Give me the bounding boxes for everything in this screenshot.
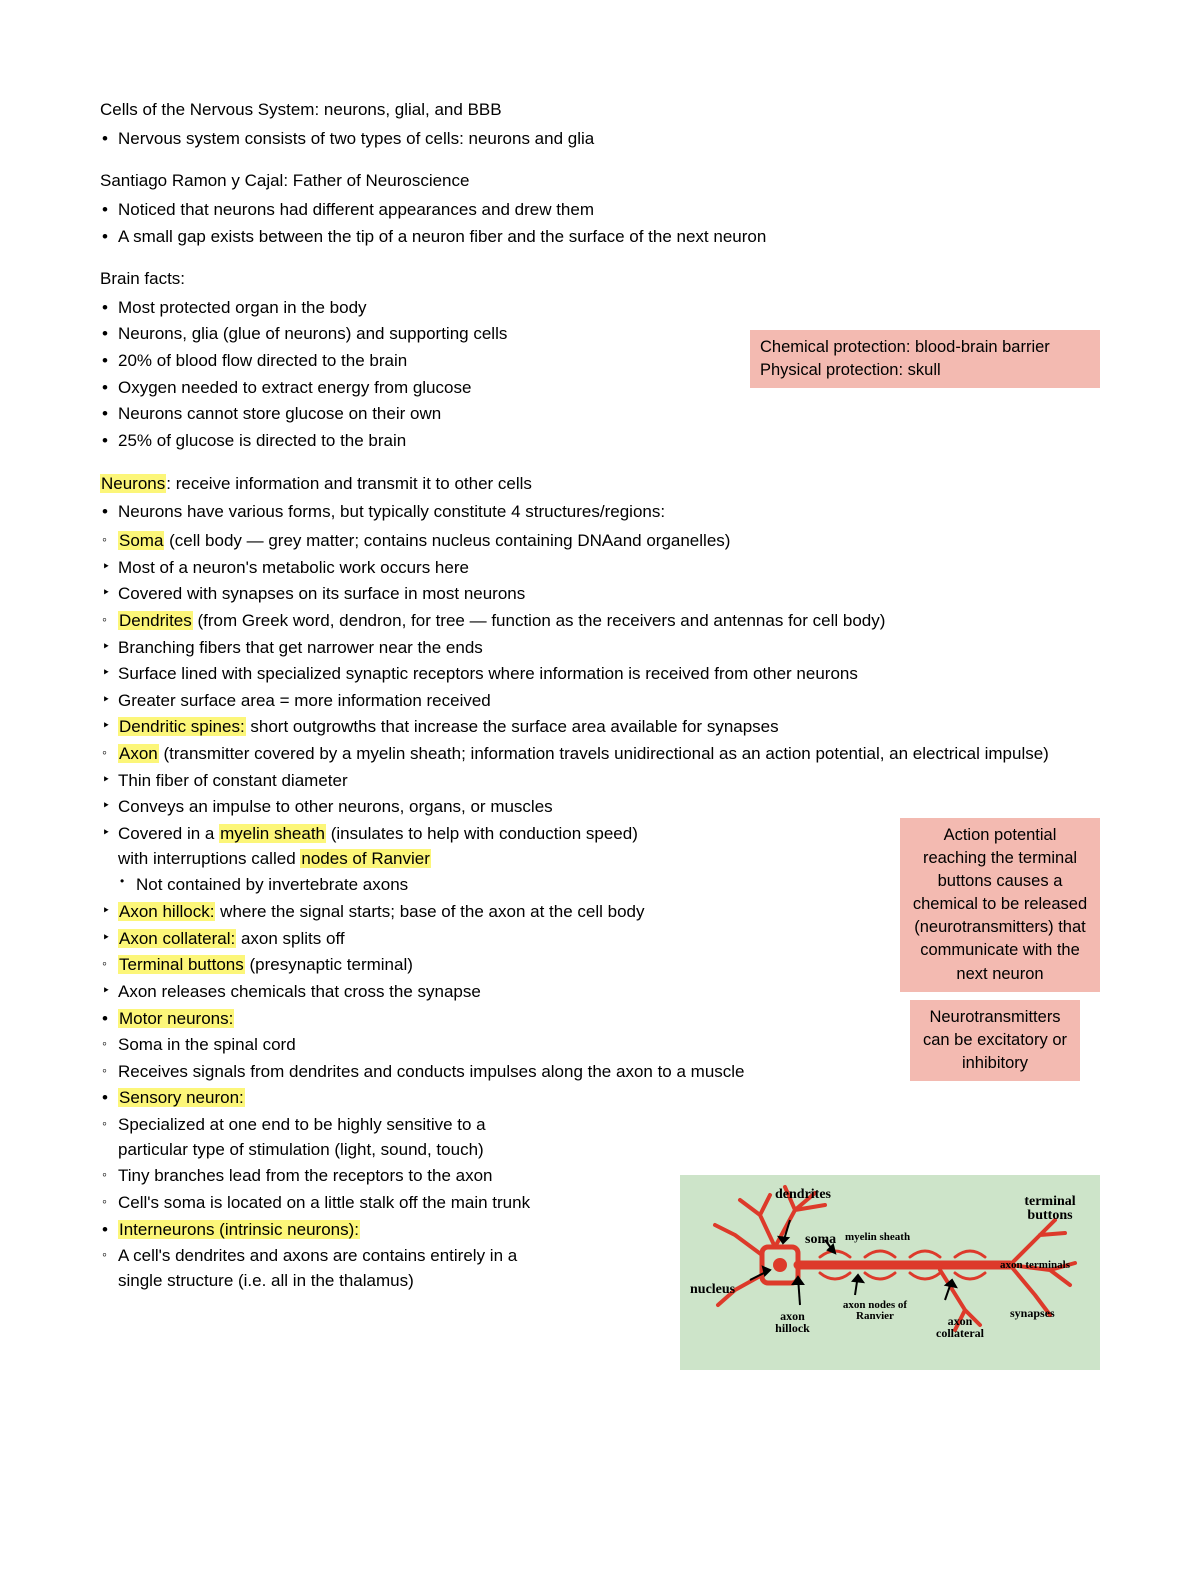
bullet-text: A cell's dendrites and axons are contain… xyxy=(100,1244,560,1293)
bullet-text: Axon (transmitter covered by a myelin sh… xyxy=(100,742,1100,767)
diagram-label: nucleus xyxy=(690,1280,735,1300)
bullet-text: Axon releases chemicals that cross the s… xyxy=(100,980,1100,1005)
diagram-label: synapses xyxy=(1010,1305,1055,1322)
diagram-label: axon hillock xyxy=(765,1310,820,1334)
bullet-text: Specialized at one end to be highly sens… xyxy=(100,1113,560,1162)
bullet-text: Soma in the spinal cord xyxy=(100,1033,1100,1058)
diagram-label: axon nodes of Ranvier xyxy=(830,1300,920,1322)
bullet-text: Interneurons (intrinsic neurons): xyxy=(100,1218,1100,1243)
bullet-text: Not contained by invertebrate axons xyxy=(118,873,660,898)
highlight-term: Interneurons (intrinsic neurons): xyxy=(118,1220,360,1239)
bullet-text: Receives signals from dendrites and cond… xyxy=(100,1060,1100,1085)
bullet-text: Neurons, glia (glue of neurons) and supp… xyxy=(100,322,1100,347)
diagram-label: dendrites xyxy=(775,1185,831,1205)
bullet-text: Conveys an impulse to other neurons, org… xyxy=(100,795,660,820)
diagram-label: axon terminals xyxy=(1000,1258,1070,1273)
highlight-term: Axon hillock: xyxy=(118,902,215,921)
text: (from Greek word, dendron, for tree — fu… xyxy=(193,611,886,630)
bullet-text: Branching fibers that get narrower near … xyxy=(100,636,1100,661)
bullet-text: Dendrites (from Greek word, dendron, for… xyxy=(100,609,1100,634)
bullet-text: Nervous system consists of two types of … xyxy=(100,127,1100,152)
bullet-text: Sensory neuron: xyxy=(100,1086,1100,1111)
text: Covered in a xyxy=(118,824,219,843)
section-heading: Santiago Ramon y Cajal: Father of Neuros… xyxy=(100,169,1100,194)
bullet-text: Covered in a myelin sheath (insulates to… xyxy=(100,822,660,898)
diagram-label: axon collateral xyxy=(925,1315,995,1339)
bullet-text: Most protected organ in the body xyxy=(100,296,1100,321)
bullet-text: 20% of blood flow directed to the brain xyxy=(100,349,1100,374)
text: where the signal starts; base of the axo… xyxy=(215,902,644,921)
bullet-text: Surface lined with specialized synaptic … xyxy=(100,662,1100,687)
bullet-text: Cell's soma is located on a little stalk… xyxy=(100,1191,560,1216)
highlight-term: nodes of Ranvier xyxy=(300,849,431,868)
neuron-diagram: dendrites terminal buttons soma myelin s… xyxy=(680,1175,1100,1370)
bullet-text: Oxygen needed to extract energy from glu… xyxy=(100,376,1100,401)
document-page: Cells of the Nervous System: neurons, gl… xyxy=(0,0,1200,1570)
text: (cell body — grey matter; contains nucle… xyxy=(164,531,730,550)
text: short outgrowths that increase the surfa… xyxy=(246,717,779,736)
highlight-term: Axon xyxy=(118,744,159,763)
bullet-text: A small gap exists between the tip of a … xyxy=(100,225,1100,250)
bullet-text: Axon hillock: where the signal starts; b… xyxy=(100,900,660,925)
bullet-text: 25% of glucose is directed to the brain xyxy=(100,429,1100,454)
bullet-text: Terminal buttons (presynaptic terminal) xyxy=(100,953,1100,978)
bullet-text: Thin fiber of constant diameter xyxy=(100,769,660,794)
bullet-text: Neurons cannot store glucose on their ow… xyxy=(100,402,1100,427)
text: (presynaptic terminal) xyxy=(245,955,413,974)
section-heading: Neurons: receive information and transmi… xyxy=(100,472,1100,497)
bullet-text: Axon collateral: axon splits off xyxy=(100,927,660,952)
highlight-term: Motor neurons: xyxy=(118,1009,234,1028)
highlight-term: Dendritic spines: xyxy=(118,717,246,736)
highlight-term: Neurons xyxy=(100,474,166,493)
highlight-term: Axon collateral: xyxy=(118,929,236,948)
bullet-text: Covered with synapses on its surface in … xyxy=(100,582,1100,607)
bullet-text: Greater surface area = more information … xyxy=(100,689,1100,714)
bullet-text: Tiny branches lead from the receptors to… xyxy=(100,1164,560,1189)
bullet-text: Neurons have various forms, but typicall… xyxy=(100,500,1100,525)
section-heading: Cells of the Nervous System: neurons, gl… xyxy=(100,98,1100,123)
bullet-text: Noticed that neurons had different appea… xyxy=(100,198,1100,223)
highlight-term: myelin sheath xyxy=(219,824,326,843)
bullet-text: Soma (cell body — grey matter; contains … xyxy=(100,529,1100,554)
highlight-term: Dendrites xyxy=(118,611,193,630)
bullet-text: Most of a neuron's metabolic work occurs… xyxy=(100,556,1100,581)
text: (transmitter covered by a myelin sheath;… xyxy=(159,744,1049,763)
highlight-term: Sensory neuron: xyxy=(118,1088,245,1107)
highlight-term: Soma xyxy=(118,531,164,550)
text: axon splits off xyxy=(236,929,344,948)
highlight-term: Terminal buttons xyxy=(118,955,245,974)
bullet-text: Dendritic spines: short outgrowths that … xyxy=(100,715,1100,740)
section-heading: Brain facts: xyxy=(100,267,1100,292)
text: : receive information and transmit it to… xyxy=(166,474,532,493)
bullet-text: Motor neurons: xyxy=(100,1007,1100,1032)
